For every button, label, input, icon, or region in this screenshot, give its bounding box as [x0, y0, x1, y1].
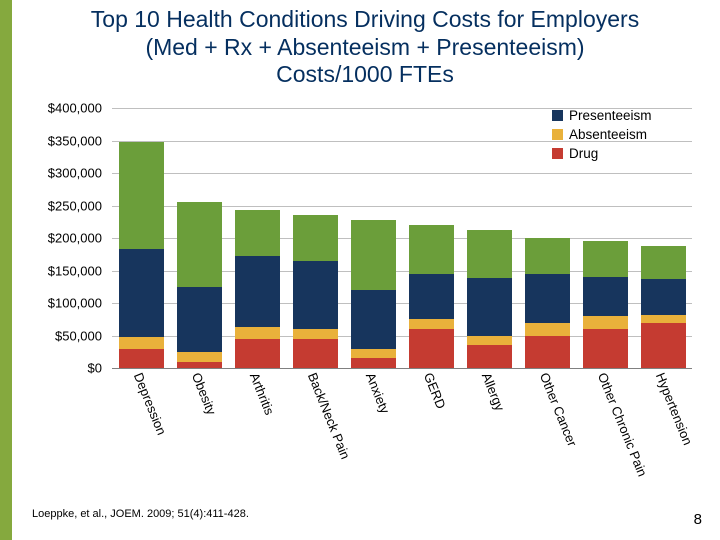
bar-segment-absenteeism: [525, 323, 570, 336]
slide-root: Top 10 Health Conditions Driving Costs f…: [0, 0, 720, 540]
bar: [525, 238, 570, 368]
legend: Presenteeism Absenteeism Drug: [552, 108, 692, 165]
bar-segment-drug: [409, 329, 454, 368]
bar-segment-presenteeism: [583, 277, 628, 316]
x-tick-label: Back/Neck Pain: [305, 371, 353, 462]
bar-segment-drug: [351, 358, 396, 368]
bar: [177, 202, 222, 368]
bar-segment-_top: [409, 225, 454, 274]
y-tick-label: $250,000: [48, 198, 102, 213]
x-label-slot: Arthritis: [235, 372, 280, 492]
bar-segment-absenteeism: [177, 352, 222, 362]
bar-segment-_top: [583, 241, 628, 277]
bar: [293, 215, 338, 368]
x-label-slot: Back/Neck Pain: [293, 372, 338, 492]
legend-label: Absenteeism: [569, 127, 647, 142]
bar-segment-drug: [583, 329, 628, 368]
bar-segment-presenteeism: [641, 279, 686, 315]
bar: [467, 230, 512, 368]
bar-segment-drug: [641, 323, 686, 369]
bar-segment-drug: [119, 349, 164, 369]
x-label-slot: Allergy: [467, 372, 512, 492]
bar: [641, 246, 686, 368]
y-tick-label: $400,000: [48, 101, 102, 116]
legend-label: Presenteeism: [569, 108, 652, 123]
bar-segment-_top: [467, 230, 512, 279]
legend-swatch: [552, 148, 563, 159]
x-label-slot: Other Cancer: [525, 372, 570, 492]
bar-segment-absenteeism: [409, 319, 454, 329]
x-tick-label: GERD: [421, 371, 449, 411]
bar-segment-presenteeism: [525, 274, 570, 323]
bar-segment-presenteeism: [293, 261, 338, 329]
x-tick-label: Anxiety: [363, 371, 393, 416]
bar-segment-_top: [351, 220, 396, 290]
bar-segment-_top: [177, 202, 222, 287]
bar-segment-absenteeism: [119, 337, 164, 349]
bar-segment-_top: [525, 238, 570, 274]
x-tick-label: Obesity: [189, 371, 219, 417]
x-axis-labels: Depression Obesity Arthritis Back/Neck Pain…: [112, 372, 692, 492]
x-label-slot: GERD: [409, 372, 454, 492]
bar-segment-presenteeism: [235, 256, 280, 328]
bar-segment-absenteeism: [641, 315, 686, 323]
bar-segment-absenteeism: [351, 349, 396, 359]
bar: [119, 142, 164, 368]
y-tick-label: $200,000: [48, 231, 102, 246]
bar-segment-presenteeism: [467, 278, 512, 335]
citation: Loeppke, et al., JOEM. 2009; 51(4):411-4…: [32, 508, 249, 520]
x-label-slot: Hypertension: [641, 372, 686, 492]
bar-segment-drug: [293, 339, 338, 368]
bar-segment-drug: [235, 339, 280, 368]
y-tick-label: $0: [88, 361, 102, 376]
y-tick-label: $350,000: [48, 133, 102, 148]
grid-line: [112, 368, 692, 369]
legend-item: Drug: [552, 146, 692, 161]
bar-segment-drug: [177, 362, 222, 369]
x-tick-label: Allergy: [479, 371, 508, 413]
y-tick-label: $50,000: [55, 328, 102, 343]
bar-segment-drug: [467, 345, 512, 368]
y-tick-label: $150,000: [48, 263, 102, 278]
bar-segment-_top: [641, 246, 686, 279]
x-label-slot: Depression: [119, 372, 164, 492]
x-tick-label: Other Cancer: [537, 371, 580, 449]
bar-segment-presenteeism: [351, 290, 396, 349]
bar-segment-presenteeism: [177, 287, 222, 352]
bar: [351, 220, 396, 368]
legend-item: Presenteeism: [552, 108, 692, 123]
bar-segment-presenteeism: [409, 274, 454, 320]
y-axis: $0$50,000$100,000$150,000$200,000$250,00…: [30, 108, 110, 368]
bar: [235, 210, 280, 368]
x-label-slot: Obesity: [177, 372, 222, 492]
legend-swatch: [552, 129, 563, 140]
bar-segment-absenteeism: [235, 327, 280, 339]
bar-segment-drug: [525, 336, 570, 369]
accent-bar: [0, 0, 12, 540]
x-tick-label: Arthritis: [247, 371, 277, 417]
bar-segment-_top: [293, 215, 338, 261]
bar-segment-_top: [119, 142, 164, 249]
legend-swatch: [552, 110, 563, 121]
page-number: 8: [694, 511, 702, 528]
legend-item: Absenteeism: [552, 127, 692, 142]
y-tick-label: $300,000: [48, 166, 102, 181]
bar-segment-absenteeism: [293, 329, 338, 339]
x-label-slot: Anxiety: [351, 372, 396, 492]
x-label-slot: Other Chronic Pain: [583, 372, 628, 492]
bar: [583, 241, 628, 368]
y-tick-label: $100,000: [48, 296, 102, 311]
bar-segment-absenteeism: [583, 316, 628, 329]
x-tick-label: Hypertension: [653, 371, 696, 448]
bar-segment-presenteeism: [119, 249, 164, 337]
legend-label: Drug: [569, 146, 598, 161]
bar-segment-absenteeism: [467, 336, 512, 346]
bar-segment-_top: [235, 210, 280, 256]
bar: [409, 225, 454, 368]
slide-title: Top 10 Health Conditions Driving Costs f…: [30, 6, 700, 89]
x-tick-label: Depression: [131, 371, 170, 438]
